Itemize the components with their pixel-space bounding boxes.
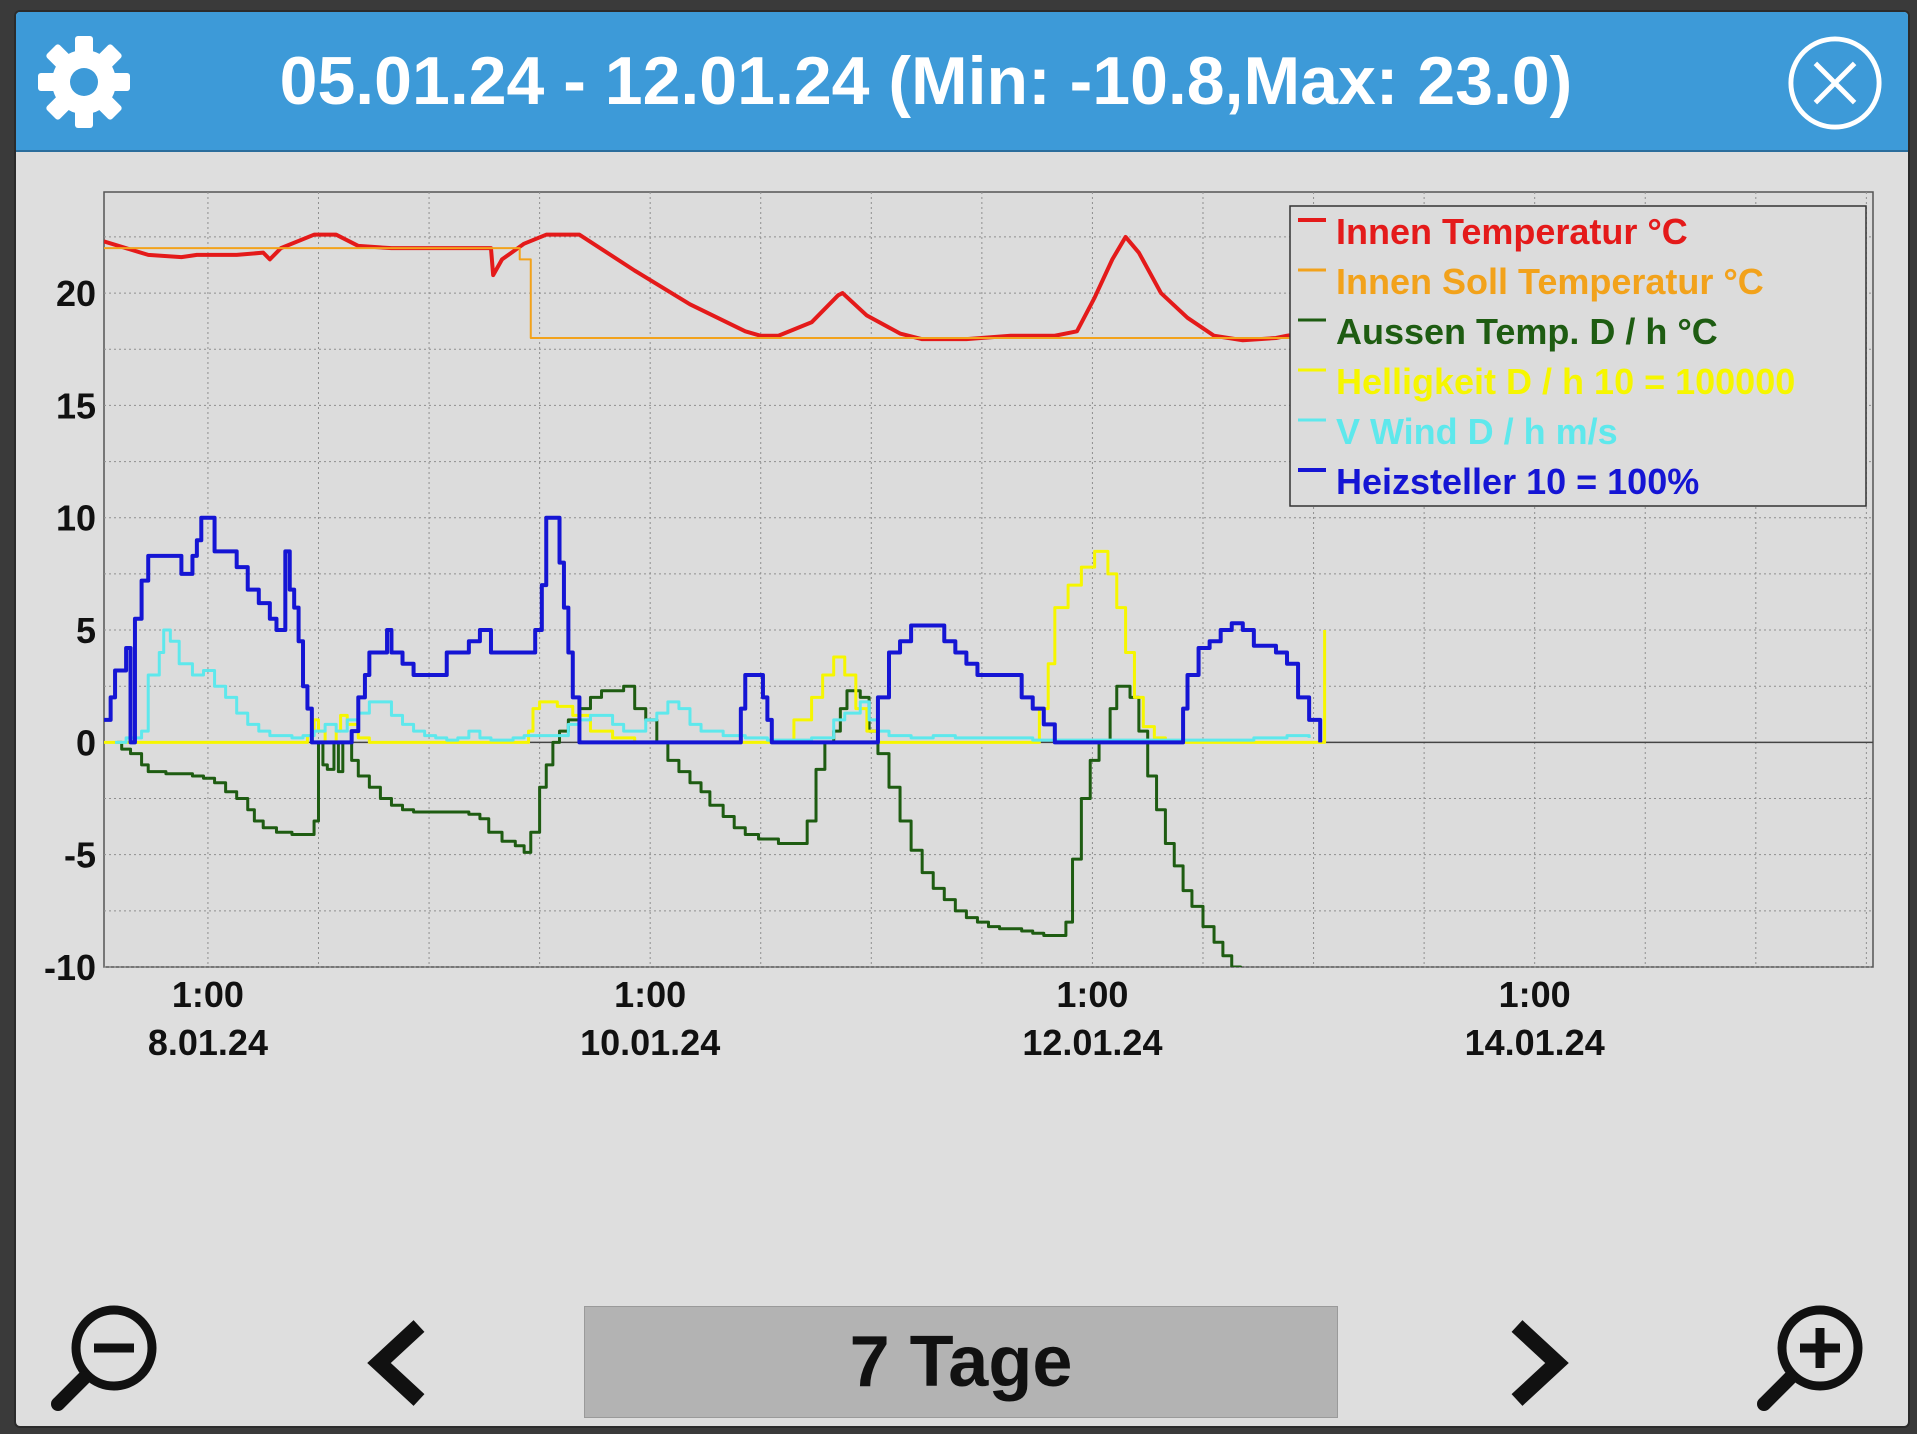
chevron-left-icon[interactable] — [364, 1318, 434, 1408]
x-tick-date: 14.01.24 — [1465, 1022, 1605, 1063]
legend-entry: V Wind D / h m/s — [1336, 411, 1618, 452]
series-line-1 — [104, 247, 1310, 340]
x-tick-time: 1:00 — [614, 974, 686, 1015]
legend-entry: Innen Soll Temperatur °C — [1336, 261, 1764, 302]
x-tick-time: 1:00 — [172, 974, 244, 1015]
gear-icon[interactable] — [34, 32, 134, 132]
legend-entry: Aussen Temp. D / h °C — [1336, 311, 1718, 352]
chevron-right-icon[interactable] — [1502, 1318, 1572, 1408]
page-title: 05.01.24 - 12.01.24 (Min: -10.8,Max: 23.… — [279, 43, 1573, 119]
chart-window: 05.01.24 - 12.01.24 (Min: -10.8,Max: 23.… — [14, 10, 1910, 1428]
series-line-5 — [104, 515, 1323, 745]
y-tick-label: -5 — [64, 835, 96, 876]
line-chart: -10 -5 0 5 10 15 20 1:00 8.01.24 1:00 10.01.24 1:00… — [44, 191, 1874, 1063]
legend-box — [1289, 205, 1867, 507]
y-tick-label: 20 — [56, 273, 96, 314]
y-tick-label: 15 — [56, 385, 96, 426]
y-tick-label: 0 — [76, 722, 96, 763]
header-bar: 05.01.24 - 12.01.24 (Min: -10.8,Max: 23.… — [16, 12, 1908, 152]
legend-entry: Innen Temperatur °C — [1336, 211, 1688, 252]
x-tick-time: 1:00 — [1499, 974, 1571, 1015]
series-line-4 — [115, 628, 1311, 744]
close-icon[interactable] — [1786, 34, 1884, 132]
x-tick-date: 10.01.24 — [580, 1022, 720, 1063]
zoom-out-icon[interactable] — [50, 1302, 160, 1412]
y-tick-label: 5 — [76, 610, 96, 651]
legend-entry: Helligkeit D / h 10 = 100000 — [1336, 361, 1795, 402]
zoom-in-icon[interactable] — [1756, 1302, 1866, 1412]
x-tick-date: 12.01.24 — [1022, 1022, 1162, 1063]
series-line-3 — [104, 549, 1327, 744]
y-tick-label: 10 — [56, 498, 96, 539]
range-button[interactable]: 7 Tage — [584, 1306, 1338, 1418]
legend-entry: Heizsteller 10 = 100% — [1336, 461, 1699, 502]
x-tick-time: 1:00 — [1056, 974, 1128, 1015]
y-tick-label: -10 — [44, 947, 96, 988]
x-tick-date: 8.01.24 — [148, 1022, 268, 1063]
